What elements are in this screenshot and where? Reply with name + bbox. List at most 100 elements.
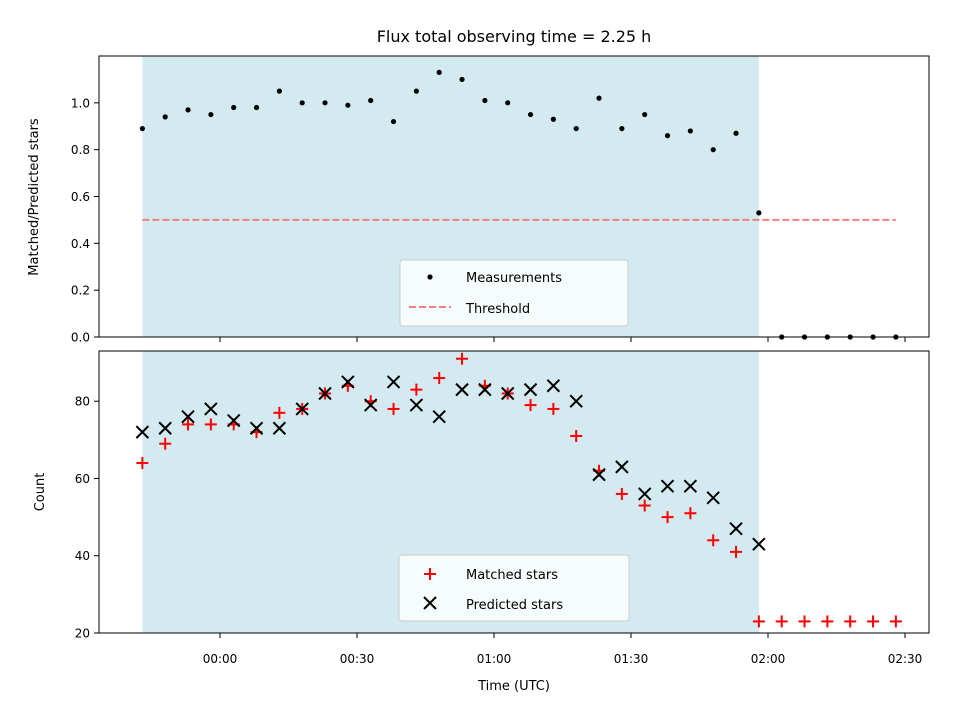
measurement-point xyxy=(664,133,671,139)
x-tick-label: 02:30 xyxy=(888,652,923,666)
predicted-star-point xyxy=(592,467,606,482)
matched-star-point xyxy=(204,418,217,431)
measurement-point xyxy=(482,97,488,104)
count-y-axis-label: Count xyxy=(33,473,48,512)
predicted-star-point xyxy=(706,491,720,505)
measurement-point xyxy=(390,118,397,125)
measurement-point xyxy=(436,69,442,75)
matched-star-point xyxy=(387,402,400,415)
legend-measurements-label: Measurements xyxy=(466,271,562,286)
predicted-star-point xyxy=(455,382,469,397)
count-y-tick-label: 20 xyxy=(75,627,90,641)
x-tick-label: 00:30 xyxy=(340,652,375,666)
predicted-star-point xyxy=(752,537,766,551)
predicted-star-point xyxy=(500,386,515,401)
matched-star-point xyxy=(615,487,628,500)
measurement-point xyxy=(527,111,534,118)
measurement-point xyxy=(276,88,282,94)
predicted-star-point xyxy=(569,394,583,408)
predicted-star-point xyxy=(386,375,401,389)
ratio-legend-box xyxy=(399,259,629,327)
x-tick-label: 01:00 xyxy=(477,652,512,666)
predicted-star-point xyxy=(478,382,492,397)
ratio-y-tick-label: 0.4 xyxy=(71,237,90,251)
ratio-y-axis-label: Matched/Predicted stars xyxy=(27,118,42,276)
predicted-star-point xyxy=(135,425,150,439)
matched-star-point xyxy=(707,534,720,547)
matched-star-point xyxy=(524,399,537,412)
matched-star-point xyxy=(684,507,697,520)
predicted-star-point xyxy=(363,398,378,412)
measurement-point xyxy=(185,107,191,113)
matched-star-point xyxy=(798,615,811,628)
x-axis-label: Time (UTC) xyxy=(477,679,550,694)
count-legend: Matched stars Predicted stars xyxy=(398,554,630,622)
matched-star-point xyxy=(867,615,880,628)
matched-star-point xyxy=(661,511,674,524)
ratio-legend: Measurements Threshold xyxy=(399,259,629,327)
predicted-star-point xyxy=(523,382,538,397)
count-y-tick-label: 60 xyxy=(75,472,90,486)
x-tick-label: 02:00 xyxy=(751,652,786,666)
legend-predicted-marker xyxy=(423,596,437,610)
measurement-point xyxy=(687,128,693,134)
chart-title: Flux total observing time = 2.25 h xyxy=(377,27,652,46)
measurement-point xyxy=(368,97,374,104)
measurement-point xyxy=(208,111,214,118)
ratio-y-tick-label: 0.0 xyxy=(71,331,90,345)
predicted-star-point xyxy=(729,521,743,536)
predicted-star-point xyxy=(432,409,446,424)
measurement-point xyxy=(299,100,305,106)
measurement-point xyxy=(139,125,145,132)
ratio-x-ticks xyxy=(219,337,906,342)
matched-star-point xyxy=(821,615,834,628)
predicted-star-point xyxy=(158,421,172,435)
measurement-point xyxy=(505,100,511,106)
predicted-star-point xyxy=(181,409,195,424)
matched-star-point xyxy=(547,402,560,415)
x-tick-label: 00:00 xyxy=(203,652,238,666)
matched-star-point xyxy=(752,615,765,628)
predicted-star-point xyxy=(615,460,629,474)
matched-star-point xyxy=(273,406,286,419)
predicted-star-point xyxy=(409,398,424,412)
matched-star-point xyxy=(638,499,651,512)
legend-measurements-marker xyxy=(427,274,433,280)
measurement-point xyxy=(573,125,579,132)
measurement-point xyxy=(733,130,739,136)
predicted-star-point xyxy=(272,421,287,435)
measurement-point xyxy=(413,88,419,94)
count-x-axis: 00:00 00:30 01:00 01:30 02:00 02:30 xyxy=(203,633,923,666)
predicted-star-point xyxy=(683,479,698,493)
measurement-point xyxy=(162,114,168,120)
matched-star-point xyxy=(775,615,788,628)
matched-star-point xyxy=(136,457,149,470)
matched-star-point xyxy=(570,429,583,442)
count-y-axis: 20 40 60 80 xyxy=(75,395,99,641)
measurement-point xyxy=(619,125,625,132)
measurement-point xyxy=(322,100,328,106)
predicted-star-point xyxy=(295,402,309,416)
measurement-point xyxy=(710,147,716,153)
predicted-star-point xyxy=(637,487,652,501)
measurement-point xyxy=(231,104,237,111)
predicted-star-point xyxy=(660,479,675,493)
measurement-point xyxy=(345,102,351,108)
measurement-point xyxy=(756,210,762,216)
matched-star-point xyxy=(844,615,857,628)
predicted-star-point xyxy=(318,386,332,401)
count-y-tick-label: 80 xyxy=(75,395,90,409)
predicted-star-point xyxy=(226,413,241,428)
measurement-point xyxy=(550,116,556,122)
matched-star-point xyxy=(159,437,172,450)
count-y-tick-label: 40 xyxy=(75,549,90,563)
matched-star-point xyxy=(889,615,902,628)
measurement-point xyxy=(459,76,465,83)
matched-star-point xyxy=(433,372,446,385)
predicted-star-point xyxy=(204,402,218,416)
legend-matched-marker xyxy=(424,568,436,580)
ratio-y-tick-label: 0.6 xyxy=(71,190,90,204)
measurement-point xyxy=(642,111,648,118)
ratio-y-axis: 0.0 0.2 0.4 0.6 0.8 1.0 xyxy=(71,96,99,345)
